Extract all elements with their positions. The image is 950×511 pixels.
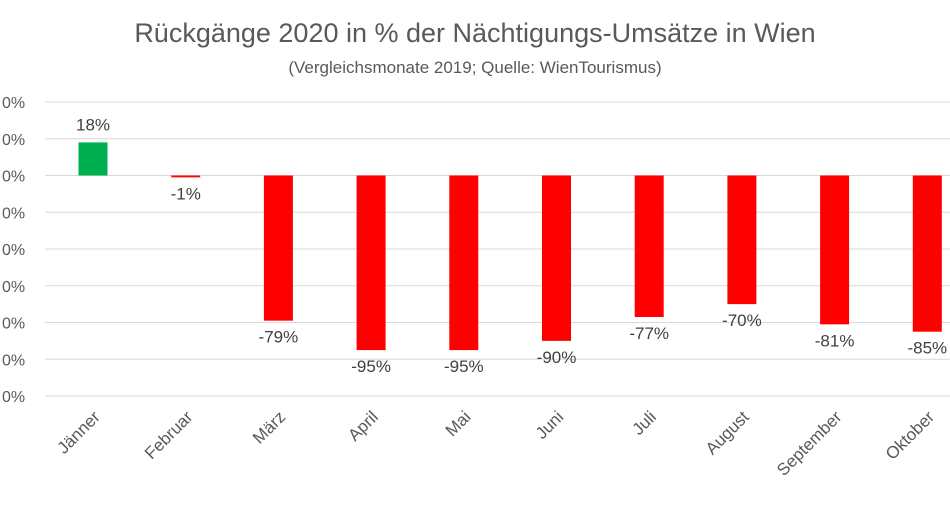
bar [78,142,108,176]
x-axis-categories: Jänner Februar März April Mai Juni Juli August S… [54,407,939,479]
x-category-label: Jänner [54,407,104,457]
bar [727,175,757,305]
data-label: -85% [907,339,947,358]
chart-title: Rückgänge 2020 in % der Nächtigungs-Umsä… [134,18,815,48]
bar [171,175,201,178]
y-tick-label: 0% [2,242,25,259]
y-tick-label: 0% [2,169,25,186]
data-labels: 18% -1% -79% -95% -95% -90% -77% -70% -81% -85% [76,115,947,376]
bar [542,175,571,341]
y-tick-label: 0% [2,389,25,406]
y-tick-label: 0% [2,132,25,149]
x-category-label: März [249,407,289,447]
x-category-label: April [344,407,381,444]
data-label: -1% [171,184,201,203]
bar [449,175,479,351]
bar [912,175,942,332]
data-label: -90% [537,348,577,367]
data-label: -95% [351,357,391,376]
bar [634,175,664,317]
x-category-label: August [702,407,753,458]
bars [78,142,942,351]
x-category-label: Oktober [882,407,938,463]
bar [820,175,850,325]
x-category-label: September [773,407,845,479]
y-tick-label: 0% [2,205,25,222]
data-label: -79% [259,328,299,347]
data-label: -81% [815,331,855,350]
x-category-label: Juli [629,407,660,438]
data-label: -70% [722,311,762,330]
data-label: -77% [629,324,669,343]
chart-subtitle: (Vergleichsmonate 2019; Quelle: WienTour… [288,58,661,77]
data-label: 18% [76,115,110,134]
data-label: -95% [444,357,484,376]
x-category-label: Mai [442,407,475,440]
x-category-label: Februar [141,407,197,463]
y-tick-label: 0% [2,316,25,333]
bar [356,175,386,351]
y-tick-label: 0% [2,352,25,369]
x-category-label: Juni [532,407,567,442]
bar [263,175,293,321]
y-tick-label: 0% [2,95,25,112]
gridlines [45,101,950,397]
y-tick-label: 0% [2,279,25,296]
y-axis-ticks: 0% 0% 0% 0% 0% 0% 0% 0% 0% [2,95,25,406]
